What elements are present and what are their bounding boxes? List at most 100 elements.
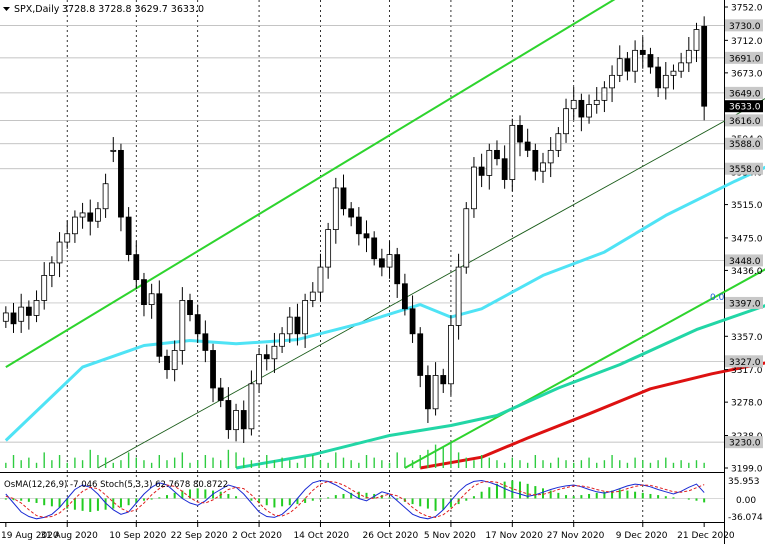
- candle-body: [271, 345, 278, 360]
- y-tick-label: 3515.0: [731, 201, 763, 211]
- candle-body: [586, 104, 592, 118]
- candle-body: [256, 354, 262, 385]
- y-tick-label: 3673.0: [731, 69, 763, 79]
- y-tick-label: 3436.0: [731, 267, 763, 277]
- candle-body: [701, 25, 708, 107]
- price-tag-box: [725, 86, 763, 99]
- candle-body: [670, 70, 677, 76]
- price-tag-box: [725, 114, 763, 127]
- current-price-box: [725, 100, 763, 113]
- price-tag-label: 3691.0: [729, 54, 761, 64]
- candle-body: [279, 333, 285, 347]
- candle-body: [501, 158, 508, 180]
- candle-body: [33, 300, 40, 316]
- x-tick-label: 17 Nov 2020: [485, 531, 543, 541]
- candle-body: [578, 99, 585, 118]
- candle-body: [194, 314, 201, 335]
- channel-line: [404, 268, 765, 469]
- price-tag-box: [725, 296, 763, 309]
- candlesticks: [2, 16, 708, 443]
- candle-body: [118, 149, 124, 218]
- x-tick-label: 9 Dec 2020: [616, 531, 668, 541]
- candle-body: [563, 108, 569, 135]
- candle-body: [72, 216, 78, 235]
- price-axis: 3752.03712.03673.03634.03594.03554.03515…: [724, 4, 763, 475]
- candle-body: [532, 149, 539, 172]
- candle-body: [616, 58, 623, 76]
- candle-body: [87, 212, 94, 222]
- candle-body: [179, 300, 186, 351]
- price-tag-box: [725, 51, 763, 64]
- candle-body: [156, 293, 163, 357]
- osc-scale-bottom: -36.074: [728, 513, 763, 523]
- price-tag-box: [725, 19, 763, 32]
- candle-body: [355, 216, 362, 235]
- channel-label: 0.0: [710, 293, 725, 303]
- x-tick-label: 5 Nov 2020: [424, 531, 476, 541]
- price-tag-box: [725, 436, 763, 449]
- candle-body: [248, 383, 255, 430]
- candle-body: [693, 29, 700, 51]
- candle-body: [210, 350, 216, 389]
- candle-body: [386, 254, 393, 268]
- candle-body: [509, 124, 516, 180]
- y-tick-label: 3752.0: [731, 4, 763, 14]
- x-tick-label: 21 Dec 2020: [677, 531, 735, 541]
- x-tick-label: 14 Oct 2020: [293, 531, 349, 541]
- channel-lines: [5, 0, 765, 469]
- candle-body: [425, 375, 431, 410]
- candle-body: [478, 166, 485, 176]
- candle-body: [401, 283, 408, 310]
- symbol-label[interactable]: SPX,Daily: [14, 4, 60, 15]
- candle-body: [41, 275, 48, 301]
- price-tag-label: 3730.0: [729, 22, 761, 32]
- candle-body: [363, 233, 370, 239]
- candle-body: [455, 266, 462, 326]
- price-tag-label: 3649.0: [729, 89, 761, 99]
- y-tick-label: 3317.0: [731, 366, 763, 376]
- price-tag-label: 3616.0: [729, 117, 761, 127]
- candle-body: [202, 333, 209, 351]
- y-tick-label: 3278.0: [731, 399, 763, 409]
- current-price-label: 3633.0: [729, 103, 761, 113]
- oscillator-pane: [0, 479, 724, 520]
- candle-body: [133, 254, 140, 280]
- candle-body: [440, 375, 447, 385]
- candle-body: [302, 300, 309, 335]
- stoch-signal-line: [5, 480, 705, 518]
- candle-body: [171, 350, 178, 371]
- candle-body: [609, 74, 615, 89]
- candle-body: [2, 312, 9, 322]
- candle-body: [555, 133, 562, 151]
- candle-body: [417, 333, 424, 376]
- candle-body: [570, 99, 577, 110]
- candle-body: [378, 258, 385, 268]
- candle-body: [340, 187, 347, 210]
- oscillator-label: OsMA(12,26,9) -7.046 Stoch(5,3,3) 62.767…: [4, 480, 228, 490]
- candle-body: [141, 279, 147, 306]
- osc-scale-top: 35.953: [728, 477, 760, 487]
- candle-body: [540, 162, 546, 172]
- price-tag-label: 3558.0: [729, 165, 761, 175]
- candle-body: [102, 183, 109, 210]
- candle-body: [647, 54, 654, 68]
- candle-body: [64, 233, 71, 243]
- y-tick-label: 3199.0: [731, 465, 763, 475]
- channel-line: [5, 0, 616, 368]
- candle-body: [463, 208, 470, 268]
- chevron-down-icon[interactable]: [3, 7, 10, 11]
- candle-body: [371, 237, 378, 260]
- candle-body: [685, 49, 692, 64]
- x-tick-label: 22 Sep 2020: [171, 531, 228, 541]
- x-tick-label: 2 Oct 2020: [232, 531, 282, 541]
- x-tick-label: 31 Aug 2020: [40, 531, 98, 541]
- candle-body: [471, 166, 477, 210]
- candle-body: [240, 410, 247, 430]
- candle-body: [517, 124, 523, 143]
- candle-body: [225, 400, 232, 431]
- candle-body: [494, 149, 500, 160]
- price-tag-box: [725, 137, 763, 150]
